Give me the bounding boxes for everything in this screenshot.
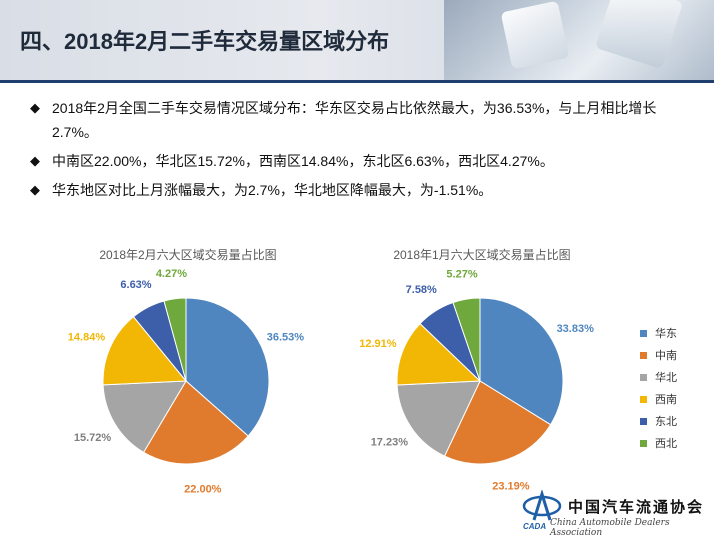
legend-swatch bbox=[640, 417, 647, 425]
pie-slice-feb-0 bbox=[185, 297, 270, 437]
pie-data-label: 17.23% bbox=[371, 437, 409, 449]
legend-item: 华东 bbox=[640, 322, 677, 344]
legend-item: 东北 bbox=[640, 410, 677, 432]
legend-label: 西南 bbox=[655, 394, 677, 406]
pie-slice-jan-0 bbox=[479, 297, 564, 426]
bullet-item: ◆ 华东地区对比上月涨幅最大，为2.7%，华北地区降幅最大，为-1.51%。 bbox=[30, 178, 690, 202]
pie-data-label: 4.27% bbox=[156, 268, 187, 280]
pie-slice-feb-5 bbox=[163, 297, 187, 382]
bullet-text: 中南区22.00%，华北区15.72%，西南区14.84%，东北区6.63%，西… bbox=[52, 153, 554, 169]
pie-slice-jan-1 bbox=[443, 380, 552, 465]
chart-title-feb: 2018年2月六大区域交易量占比图 bbox=[99, 248, 277, 262]
bullet-text: 华东地区对比上月涨幅最大，为2.7%，华北地区降幅最大，为-1.51%。 bbox=[52, 182, 493, 198]
pie-data-label: 7.58% bbox=[406, 284, 437, 296]
pie-data-label: 36.53% bbox=[267, 331, 305, 343]
legend-label: 华东 bbox=[655, 328, 677, 340]
bullet-item: ◆ 2018年2月全国二手车交易情况区域分布：华东区交易占比依然最大，为36.53… bbox=[30, 96, 690, 144]
pie-slice-feb-3 bbox=[102, 316, 188, 386]
diamond-bullet-icon: ◆ bbox=[30, 100, 40, 115]
pie-slice-jan-2 bbox=[396, 380, 481, 457]
legend-item: 西南 bbox=[640, 388, 677, 410]
slide-header: 四、2018年2月二手车交易量区域分布 bbox=[0, 0, 714, 80]
legend-label: 华北 bbox=[655, 372, 677, 384]
legend-swatch bbox=[640, 373, 647, 381]
logo-english: China Automobile Dealers Association bbox=[550, 518, 670, 538]
page-title: 四、2018年2月二手车交易量区域分布 bbox=[20, 29, 390, 54]
pie-slice-jan-5 bbox=[452, 297, 481, 382]
legend-swatch bbox=[640, 395, 647, 403]
bullet-item: ◆ 中南区22.00%，华北区15.72%，西南区14.84%，东北区6.63%，… bbox=[30, 149, 690, 173]
legend-label: 西北 bbox=[655, 438, 677, 450]
pie-data-label: 14.84% bbox=[68, 332, 106, 344]
logo-abbr: CADA bbox=[523, 522, 546, 530]
pie-slice-feb-2 bbox=[102, 380, 187, 454]
legend-swatch bbox=[640, 439, 647, 447]
legend-item: 中南 bbox=[640, 344, 677, 366]
pie-data-label: 6.63% bbox=[120, 279, 151, 291]
cada-logo-icon: CADA bbox=[522, 490, 562, 530]
pie-data-label: 33.83% bbox=[557, 323, 595, 335]
legend-swatch bbox=[640, 351, 647, 359]
chart-title-jan: 2018年1月六大区域交易量占比图 bbox=[393, 248, 571, 262]
pie-data-label: 12.91% bbox=[359, 338, 397, 350]
logo-name: 中国汽车流通协会 bbox=[568, 498, 705, 516]
pie-data-label: 22.00% bbox=[184, 484, 222, 496]
pie-data-label: 5.27% bbox=[446, 268, 477, 280]
pie-slice-jan-3 bbox=[396, 322, 482, 386]
bullet-list: ◆ 2018年2月全国二手车交易情况区域分布：华东区交易占比依然最大，为36.53… bbox=[30, 96, 690, 207]
legend-item: 西北 bbox=[640, 432, 677, 454]
pie-slice-feb-1 bbox=[142, 380, 249, 465]
bullet-text: 2018年2月全国二手车交易情况区域分布：华东区交易占比依然最大，为36.53%… bbox=[52, 100, 657, 140]
diamond-bullet-icon: ◆ bbox=[30, 153, 40, 168]
chart-legend: 华东 中南 华北 西南 东北 西北 bbox=[640, 322, 677, 454]
legend-label: 东北 bbox=[655, 416, 677, 428]
pie-data-label: 23.19% bbox=[492, 481, 530, 493]
diamond-bullet-icon: ◆ bbox=[30, 182, 40, 197]
legend-swatch bbox=[640, 329, 647, 337]
legend-item: 华北 bbox=[640, 366, 677, 388]
legend-label: 中南 bbox=[655, 350, 677, 362]
pie-data-label: 15.72% bbox=[74, 432, 112, 444]
association-logo: CADA 中国汽车流通协会 China Automobile Dealers A… bbox=[512, 484, 712, 538]
title-divider bbox=[0, 80, 714, 83]
